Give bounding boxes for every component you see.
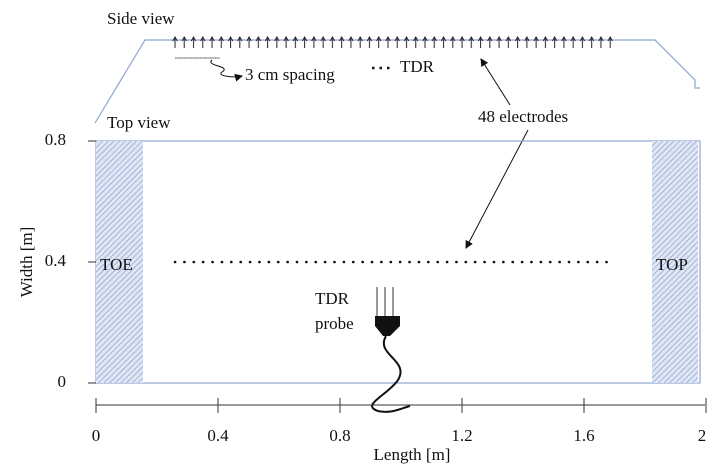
x-tick-label: 0.8 [329,426,350,445]
tdr-probe-label: probe [315,314,354,333]
top-view-title: Top view [107,113,171,132]
x-tick-label: 1.6 [573,426,594,445]
top-label: TOP [656,255,688,274]
tdr-cable [371,335,411,413]
electrode-arrow-top [465,129,529,249]
tdr-legend: TDR [400,57,435,76]
tdr-head [375,316,400,336]
toe-label: TOE [100,255,133,274]
side-view-title: Side view [107,9,175,28]
tdr-rods [376,287,394,317]
tdr-probe-label: TDR [315,289,350,308]
y-axis-label: Width [m] [17,227,36,298]
toe-zone [96,141,143,383]
electrodes-label: 48 electrodes [478,107,568,126]
side-view-outline [94,39,700,124]
y-tick-label: 0.4 [45,251,67,270]
electrode-arrow-side [480,58,511,106]
spacing-label: 3 cm spacing [245,65,335,84]
x-tick-label: 0.4 [207,426,229,445]
top-zone [652,141,698,383]
electrode-arrows [171,36,616,50]
y-tick-label: 0 [58,372,67,391]
flume-outline [95,140,701,384]
x-tick-label: 0 [92,426,101,445]
spacing-arrow [210,59,243,82]
x-tick-label: 1.2 [451,426,472,445]
x-axis-label: Length [m] [374,445,451,464]
y-tick-label: 0.8 [45,130,66,149]
x-tick-label: 2 [698,426,707,445]
